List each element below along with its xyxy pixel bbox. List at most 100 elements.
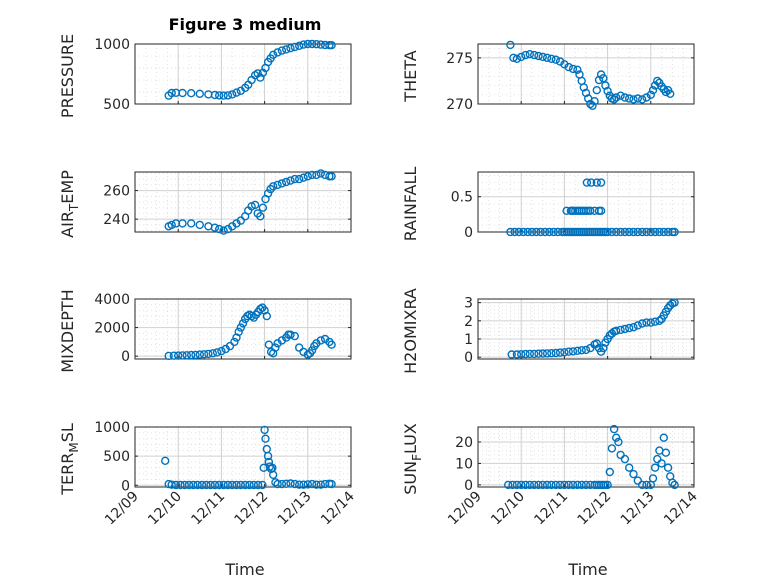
- data-point: [657, 459, 666, 468]
- y-tick-label: 275: [446, 51, 473, 67]
- data-point: [603, 480, 612, 490]
- data-point: [612, 227, 621, 237]
- x-tick-label: 12/14: [661, 488, 701, 528]
- data-point: [299, 480, 308, 489]
- data-point: [549, 227, 558, 237]
- data-point: [650, 227, 660, 237]
- data-point: [312, 480, 321, 489]
- data-point: [555, 480, 565, 490]
- data-point: [650, 463, 660, 472]
- data-point: [670, 480, 679, 490]
- data-point: [512, 350, 522, 359]
- data-point: [173, 351, 183, 360]
- data-point: [277, 179, 287, 188]
- data-point: [616, 227, 625, 237]
- data-point: [625, 323, 634, 333]
- data-point: [223, 480, 233, 490]
- data-point: [573, 480, 582, 490]
- y-tick-label: 1000: [94, 420, 130, 436]
- data-point: [523, 227, 532, 237]
- data-point: [214, 224, 224, 234]
- data-point: [240, 480, 250, 490]
- data-point: [609, 424, 619, 434]
- data-point: [282, 479, 291, 488]
- figure-title: Figure 3 medium: [169, 15, 322, 34]
- y-tick-label: 1: [464, 332, 473, 348]
- data-point: [286, 44, 295, 53]
- data-point: [587, 178, 596, 187]
- data-point: [256, 212, 265, 221]
- y-tick-label: 20: [455, 435, 473, 451]
- data-point: [638, 95, 647, 104]
- data-point: [295, 174, 304, 184]
- axes-box: [477, 171, 695, 233]
- data-point: [219, 480, 228, 490]
- data-point: [219, 91, 228, 100]
- data-point: [659, 433, 668, 442]
- data-point: [227, 480, 237, 490]
- data-point: [648, 474, 658, 483]
- data-point: [307, 346, 317, 355]
- data-point: [327, 172, 336, 181]
- data-point: [312, 170, 321, 180]
- data-point: [642, 318, 651, 327]
- data-point: [666, 89, 675, 99]
- y-tick-label: 1000: [94, 37, 130, 53]
- data-point: [642, 480, 651, 490]
- data-point: [299, 173, 308, 182]
- x-tick-label: 12/10: [145, 489, 185, 529]
- data-point: [538, 52, 547, 62]
- data-point: [184, 480, 194, 490]
- data-point: [250, 200, 260, 210]
- axes-box: [477, 43, 695, 105]
- data-point: [603, 86, 612, 96]
- data-point: [199, 350, 209, 359]
- x-axis-label-right: Time: [567, 560, 607, 579]
- data-point: [253, 480, 263, 490]
- y-tick-label: 0: [121, 478, 130, 494]
- data-point: [581, 345, 591, 355]
- data-point: [193, 480, 202, 490]
- data-point: [290, 42, 299, 52]
- data-point: [327, 340, 336, 349]
- data-point: [538, 349, 547, 358]
- axes-box: [477, 426, 695, 488]
- data-point: [530, 349, 539, 359]
- data-point: [555, 348, 565, 357]
- y-axis-label-h2omixra: H2OMIXRA: [401, 288, 420, 374]
- data-point: [295, 343, 304, 352]
- data-point: [273, 48, 282, 57]
- panel-terr_msl: 0 500 1000 TERRMSL 12/09 12/10 12/11 12/12 12/13…: [58, 420, 358, 528]
- data-point: [508, 480, 517, 490]
- data-point: [603, 227, 612, 237]
- data-point: [290, 174, 299, 184]
- data-point: [633, 94, 642, 103]
- data-point: [568, 206, 577, 216]
- data-point: [261, 434, 270, 443]
- data-point: [668, 478, 677, 487]
- data-point: [238, 319, 248, 328]
- data-point: [517, 480, 526, 490]
- y-tick-label: 0.5: [451, 190, 473, 206]
- panel-pressure: 500 1000 PRESSURE: [58, 34, 352, 118]
- y-tick-label: 4000: [94, 292, 130, 308]
- x-tick-label: 12/14: [318, 488, 358, 528]
- data-point: [295, 480, 304, 489]
- data-point: [545, 227, 554, 237]
- data-point: [180, 480, 189, 490]
- data-point: [316, 480, 325, 489]
- data-point: [609, 95, 619, 104]
- data-point: [269, 50, 278, 59]
- data-point: [167, 480, 176, 489]
- y-tick-label: 0: [464, 478, 473, 494]
- data-point: [230, 337, 239, 347]
- data-point: [592, 85, 601, 95]
- data-point: [547, 349, 556, 358]
- data-point: [594, 75, 604, 85]
- data-point: [273, 180, 282, 190]
- y-tick-label: 0: [464, 225, 473, 241]
- data-point: [590, 96, 599, 106]
- data-point: [212, 348, 222, 357]
- data-point: [271, 343, 280, 352]
